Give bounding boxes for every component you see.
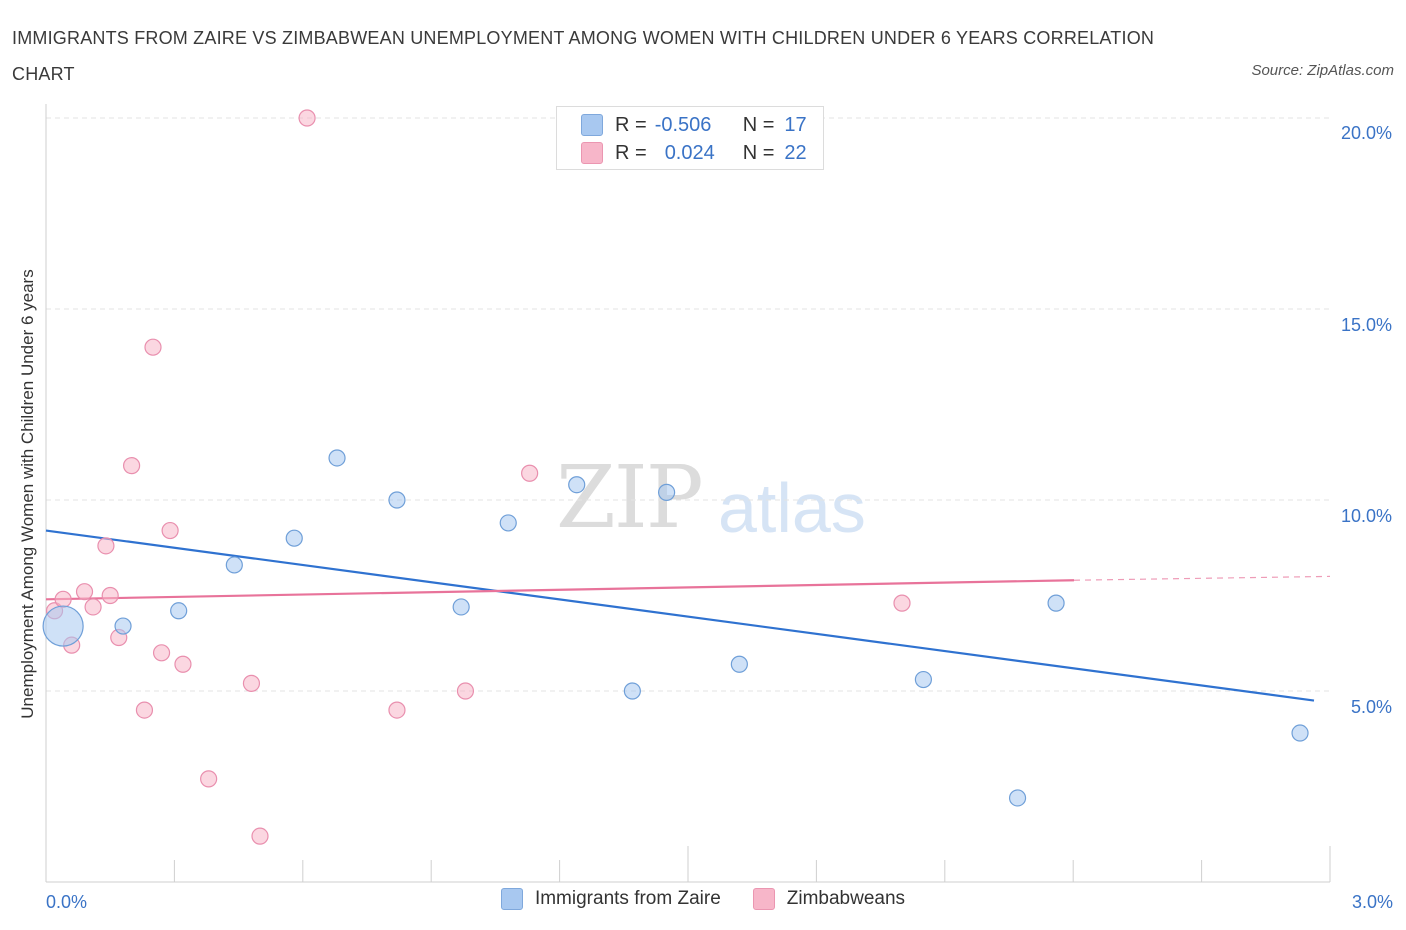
zimbabweans-point: [893, 594, 911, 612]
zimbabweans-legend-swatch-icon: [752, 888, 775, 910]
watermark-zip: ZIP: [556, 448, 704, 548]
y-tick-label: 15.0%: [1340, 315, 1392, 335]
y-tick-label: 20.0%: [1340, 123, 1392, 143]
zimbabweans-point: [152, 644, 171, 662]
zimbabweans-point: [298, 109, 316, 127]
zimbabweans-point: [388, 701, 406, 719]
zimbabweans-point: [161, 521, 179, 540]
zimbabweans-point: [521, 464, 539, 482]
zaire-legend-swatch-icon: [500, 888, 523, 910]
y-tick-label: 5.0%: [1350, 697, 1392, 717]
zimbabweans-point: [251, 827, 269, 845]
zaire-point: [623, 682, 641, 700]
n-value: 22: [784, 141, 807, 164]
chart-title: IMMIGRANTS FROM ZAIRE VS ZIMBABWEAN UNEM…: [12, 28, 1155, 84]
source-label: Source: ZipAtlas.com: [1251, 62, 1394, 79]
legend-label: Immigrants from Zaire: [534, 888, 721, 909]
legend-item-zaire[interactable]: Immigrants from Zaire: [500, 888, 721, 910]
zimbabweans-trend-extension: [1073, 575, 1331, 581]
n-value: 17: [784, 113, 807, 136]
zimbabweans-point: [242, 674, 261, 692]
chart-legend: Immigrants from Zaire Zimbabweans: [0, 888, 1406, 910]
r-value: 0.024: [664, 141, 715, 164]
zimbabweans-point: [75, 583, 94, 601]
zaire-trend-line: [45, 529, 1315, 702]
r-label: R =: [615, 113, 647, 136]
zaire-point: [568, 476, 586, 494]
zaire-point: [1291, 724, 1309, 742]
n-label: N =: [742, 141, 775, 164]
x-tick-label-max: 3.0%: [1351, 892, 1393, 912]
zimbabweans-point: [144, 338, 162, 356]
zaire-point: [114, 617, 132, 635]
zaire-swatch-icon: [581, 114, 603, 136]
zimbabweans-point: [101, 586, 119, 605]
r-label: R =: [615, 141, 647, 164]
zimbabweans-point: [84, 598, 102, 616]
zaire-point: [730, 655, 748, 673]
zaire-point: [225, 556, 243, 574]
zaire-point: [657, 483, 676, 501]
legend-label: Zimbabweans: [786, 888, 906, 909]
correlation-stats-box: R = -0.506 N = 17 R = 0.024 N = 22: [556, 106, 824, 170]
x-tick-label-min: 0.0%: [46, 892, 88, 912]
zimbabweans-trend-line: [45, 579, 1075, 601]
zimbabweans-point: [456, 682, 475, 700]
zimbabweans-point: [174, 655, 192, 673]
zaire-point: [388, 491, 406, 509]
legend-item-zimbabweans[interactable]: Zimbabweans: [752, 888, 906, 910]
zimbabweans-point: [200, 770, 218, 788]
zaire-point: [914, 670, 933, 689]
zimbabweans-point: [54, 590, 72, 608]
n-label: N =: [742, 113, 775, 136]
zaire-point: [1008, 789, 1027, 807]
stats-row-zaire: R = -0.506 N = 17: [581, 112, 807, 138]
zimbabweans-point: [123, 457, 141, 475]
zaire-point: [328, 449, 346, 467]
zaire-point: [452, 598, 470, 616]
zaire-point: [170, 602, 188, 620]
zaire-point: [285, 529, 303, 547]
zaire-point: [499, 514, 517, 532]
y-tick-label: 10.0%: [1340, 506, 1392, 526]
zaire-point: [1047, 594, 1065, 612]
watermark-atlas: atlas: [718, 469, 866, 547]
zimbabweans-point: [135, 701, 154, 719]
zimbabweans-point: [97, 537, 115, 555]
zimbabweans-swatch-icon: [581, 142, 603, 164]
zaire-point: [42, 605, 84, 647]
stats-row-zimbabweans: R = 0.024 N = 22: [581, 140, 807, 166]
r-value: -0.506: [654, 113, 712, 136]
